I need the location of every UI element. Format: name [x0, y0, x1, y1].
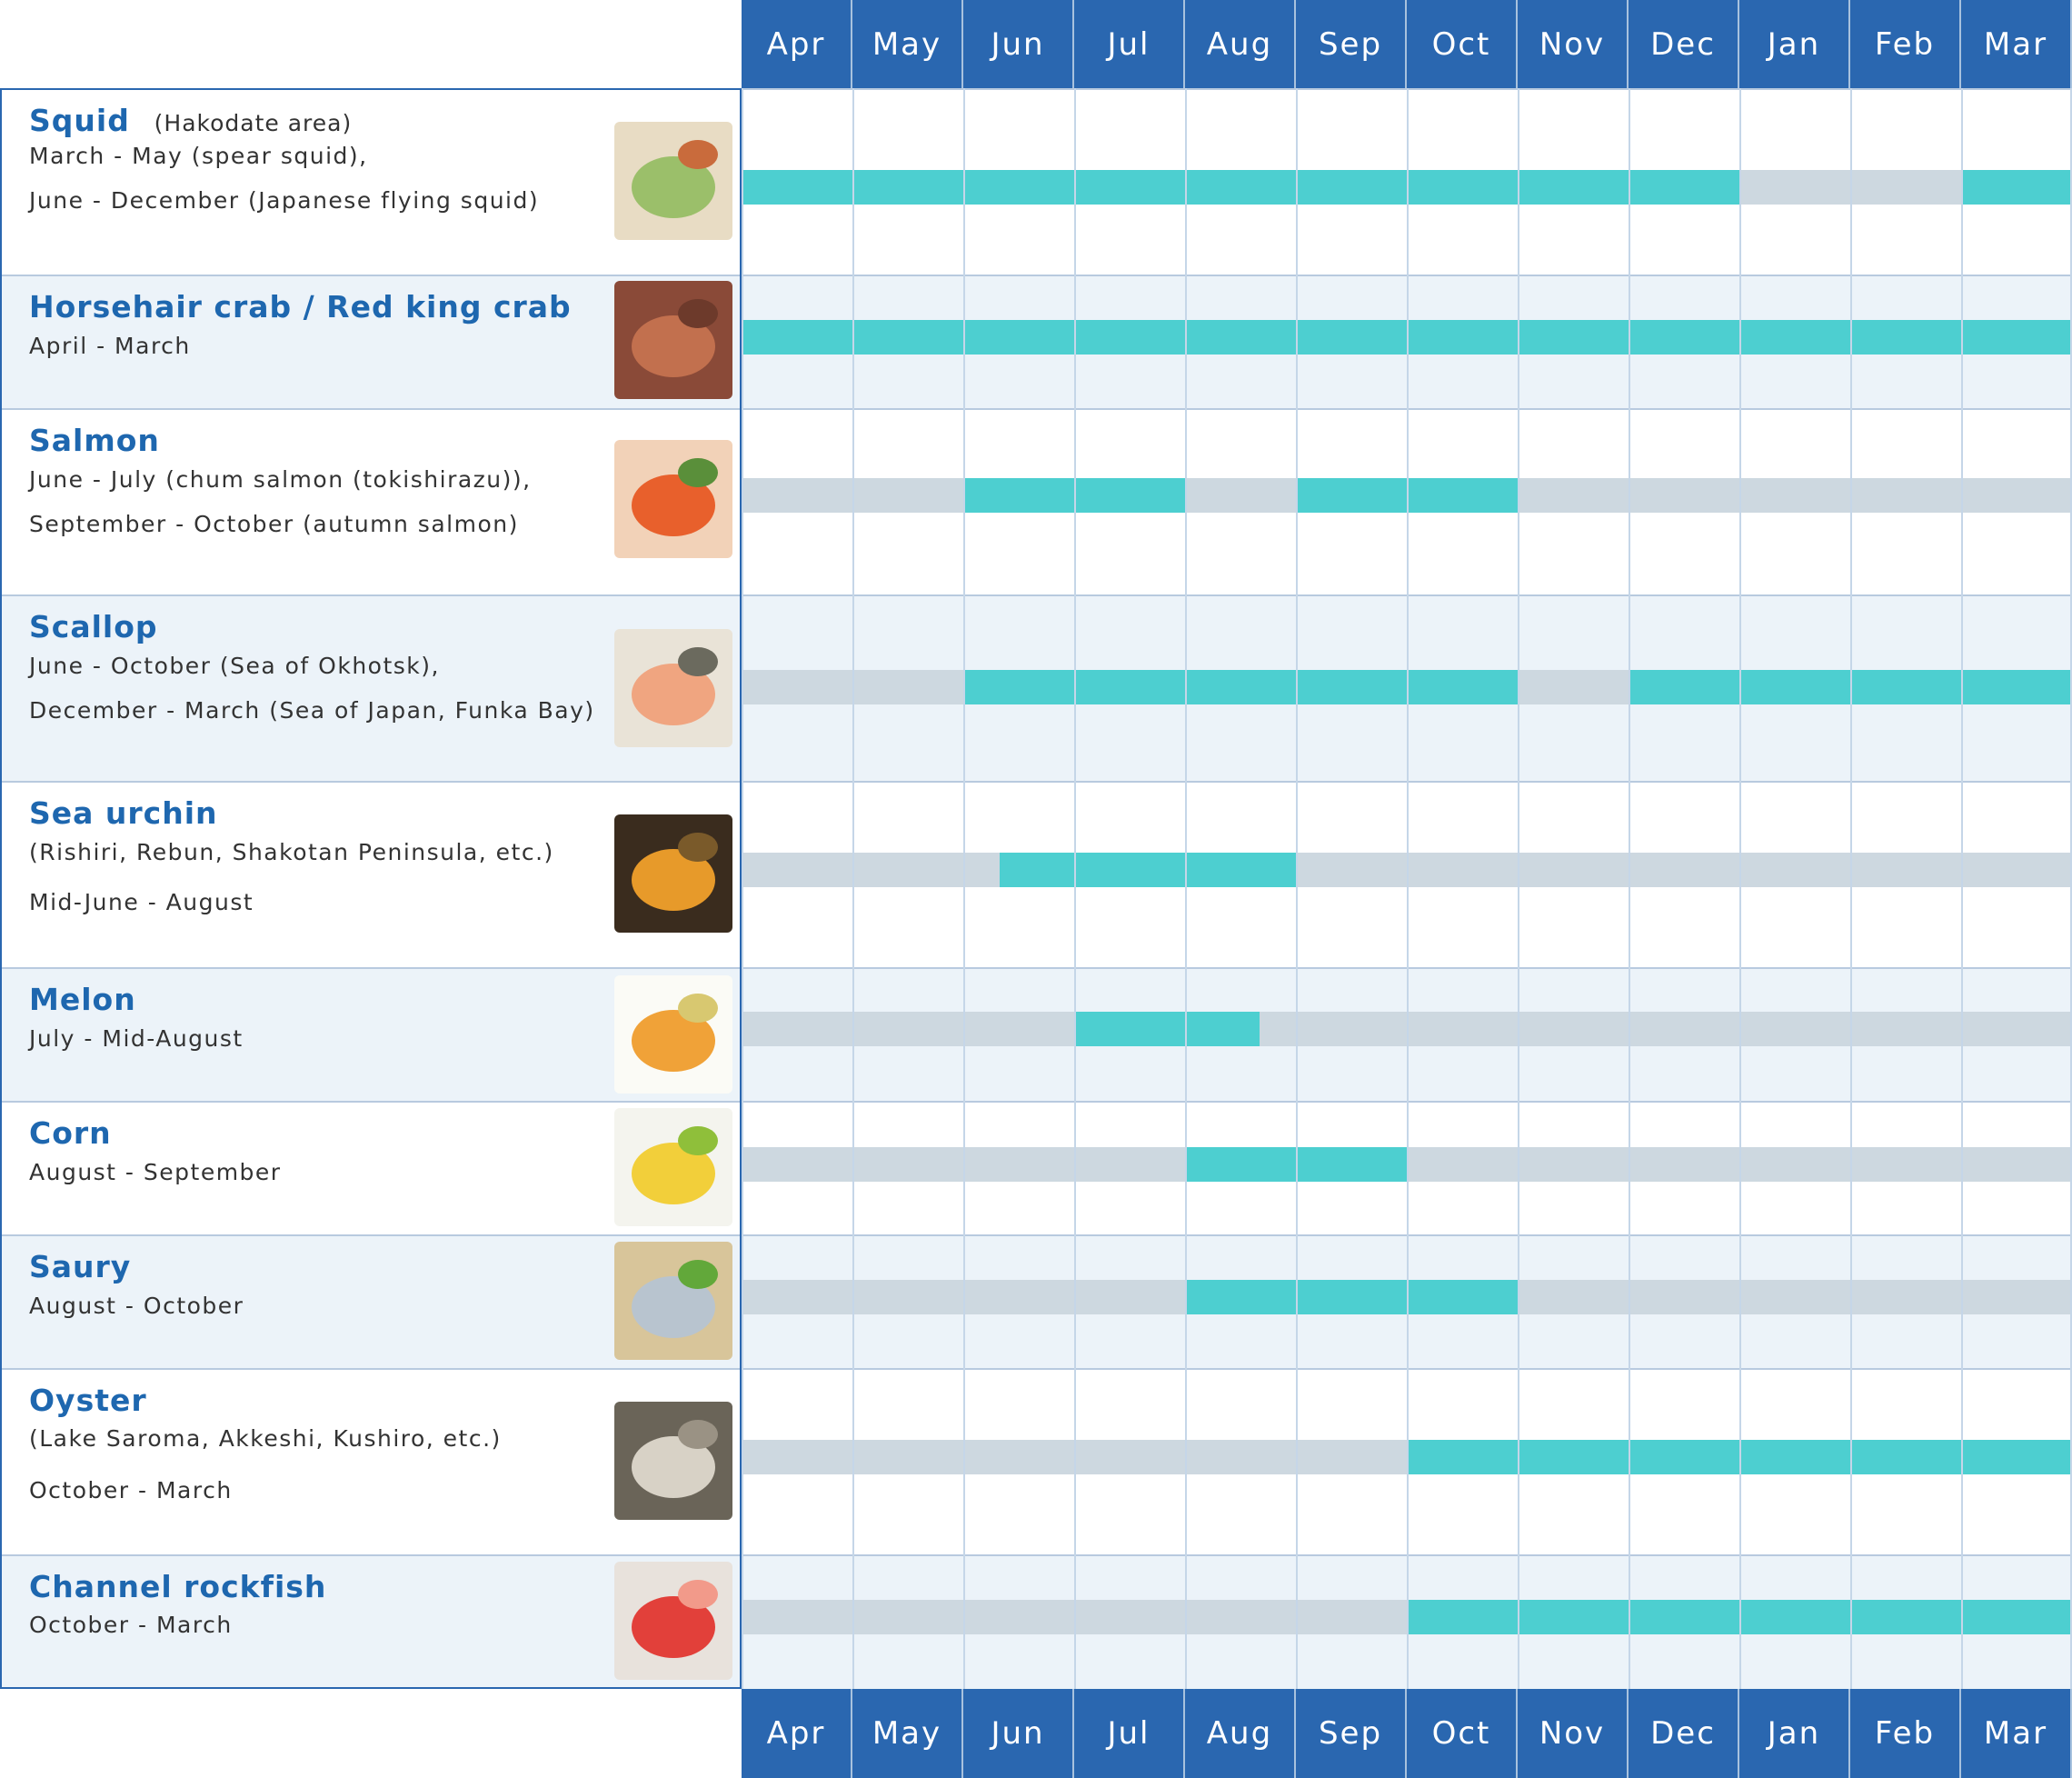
month-header-feb: Feb: [1850, 0, 1961, 88]
in-season-bar: [963, 670, 1518, 704]
season-description: September - October (autumn salmon): [29, 511, 519, 537]
item-title: Corn: [29, 1115, 611, 1151]
month-gridline: [1074, 88, 1076, 1689]
saury-image: [614, 1242, 732, 1360]
month-gridline: [852, 88, 854, 1689]
item-title: Salmon: [29, 423, 611, 458]
season-description: August - October: [29, 1293, 244, 1319]
month-gridline: [2070, 88, 2072, 1689]
item-name: Melon: [29, 982, 136, 1017]
squid-sashimi-image: [614, 122, 732, 240]
month-footer-feb: Feb: [1850, 1689, 1961, 1778]
month-header-aug: Aug: [1185, 0, 1296, 88]
sea-urchin-image: [614, 814, 732, 933]
crab-image: [614, 281, 732, 399]
season-description: Mid-June - August: [29, 889, 254, 915]
month-footer-aug: Aug: [1185, 1689, 1296, 1778]
season-description: October - March: [29, 1477, 233, 1503]
in-season-bar: [1185, 1280, 1518, 1314]
item-title: Horsehair crab / Red king crab: [29, 289, 611, 325]
season-description: October - March: [29, 1612, 233, 1638]
season-description: August - September: [29, 1159, 282, 1185]
month-header-jan: Jan: [1739, 0, 1850, 88]
month-footer-jul: Jul: [1074, 1689, 1185, 1778]
season-description: (Lake Saroma, Akkeshi, Kushiro, etc.): [29, 1425, 502, 1452]
item-name: Channel rockfish: [29, 1569, 327, 1604]
season-description: March - May (spear squid),: [29, 143, 368, 169]
month-footer-nov: Nov: [1518, 1689, 1629, 1778]
month-footer-sep: Sep: [1296, 1689, 1407, 1778]
item-name: Horsehair crab / Red king crab: [29, 289, 572, 325]
corn-image: [614, 1108, 732, 1226]
item-name: Squid: [29, 103, 130, 138]
season-description: June - October (Sea of Okhotsk),: [29, 653, 440, 679]
month-gridline: [1629, 88, 1630, 1689]
month-gridline: [742, 88, 743, 1689]
month-footer-dec: Dec: [1629, 1689, 1739, 1778]
item-name: Oyster: [29, 1383, 147, 1418]
item-name: Sea urchin: [29, 795, 218, 831]
item-name: Corn: [29, 1115, 112, 1151]
month-footer-apr: Apr: [742, 1689, 852, 1778]
month-header-nov: Nov: [1518, 0, 1629, 88]
month-footer-jun: Jun: [963, 1689, 1074, 1778]
month-gridline: [1296, 88, 1298, 1689]
season-description: July - Mid-August: [29, 1025, 244, 1052]
season-description: June - December (Japanese flying squid): [29, 187, 540, 214]
item-area: (Hakodate area): [129, 110, 353, 136]
oyster-image: [614, 1402, 732, 1520]
melon-image: [614, 975, 732, 1094]
month-gridline: [1518, 88, 1519, 1689]
in-season-bar: [1074, 1012, 1260, 1046]
month-header-jun: Jun: [963, 0, 1074, 88]
month-footer-oct: Oct: [1407, 1689, 1518, 1778]
month-footer-may: May: [852, 1689, 963, 1778]
season-description: April - March: [29, 333, 191, 359]
month-footer-jan: Jan: [1739, 1689, 1850, 1778]
item-title: Channel rockfish: [29, 1569, 611, 1604]
in-season-bar: [1961, 170, 2072, 205]
month-gridline: [1850, 88, 1852, 1689]
rockfish-image: [614, 1562, 732, 1680]
month-header-jul: Jul: [1074, 0, 1185, 88]
item-name: Scallop: [29, 609, 158, 644]
item-title: Squid (Hakodate area): [29, 103, 611, 138]
month-header-dec: Dec: [1629, 0, 1739, 88]
item-title: Scallop: [29, 609, 611, 644]
month-gridline: [1185, 88, 1187, 1689]
season-description: December - March (Sea of Japan, Funka Ba…: [29, 697, 595, 724]
month-gridline: [1961, 88, 1963, 1689]
month-gridline: [963, 88, 965, 1689]
item-title: Saury: [29, 1249, 611, 1284]
in-season-bar: [1000, 853, 1296, 887]
month-gridline: [1407, 88, 1409, 1689]
item-title: Sea urchin: [29, 795, 611, 831]
month-header-sep: Sep: [1296, 0, 1407, 88]
in-season-bar: [742, 170, 1739, 205]
month-footer-mar: Mar: [1961, 1689, 2072, 1778]
month-header-may: May: [852, 0, 963, 88]
month-gridline: [1739, 88, 1741, 1689]
season-description: June - July (chum salmon (tokishirazu)),: [29, 466, 532, 493]
item-title: Oyster: [29, 1383, 611, 1418]
month-header-oct: Oct: [1407, 0, 1518, 88]
item-name: Salmon: [29, 423, 160, 458]
month-header-apr: Apr: [742, 0, 852, 88]
month-header-mar: Mar: [1961, 0, 2072, 88]
scallop-image: [614, 629, 732, 747]
item-name: Saury: [29, 1249, 132, 1284]
item-title: Melon: [29, 982, 611, 1017]
salmon-roe-bowl-image: [614, 440, 732, 558]
season-description: (Rishiri, Rebun, Shakotan Peninsula, etc…: [29, 839, 554, 865]
